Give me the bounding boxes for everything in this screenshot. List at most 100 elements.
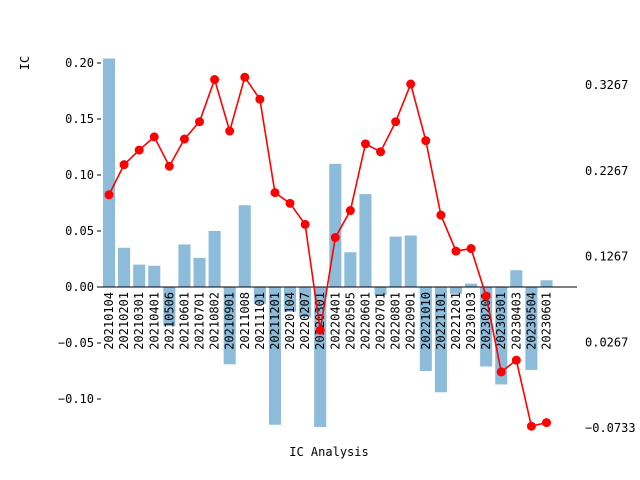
line-point bbox=[542, 418, 551, 428]
ic-bar bbox=[389, 236, 402, 287]
line-point bbox=[179, 134, 189, 144]
ic-bar bbox=[359, 194, 372, 287]
line-point bbox=[149, 132, 159, 142]
x-tick-label: 20210701 bbox=[193, 292, 207, 350]
x-tick-label: 20230103 bbox=[464, 292, 478, 350]
x-tick-label: 20211101 bbox=[253, 292, 267, 350]
x-tick-label: 20210401 bbox=[147, 292, 161, 350]
line-layer bbox=[108, 75, 547, 428]
ic-bar bbox=[314, 287, 327, 427]
ic-bar bbox=[193, 257, 206, 287]
ic-bar bbox=[404, 235, 417, 287]
line-point bbox=[330, 233, 340, 243]
x-tick-label: 20220901 bbox=[404, 292, 418, 350]
ic-bar bbox=[238, 205, 251, 287]
line-point bbox=[451, 246, 461, 256]
line-point bbox=[240, 72, 250, 82]
x-tick-label: 20230504 bbox=[524, 292, 538, 350]
x-tick-label: 20221101 bbox=[434, 292, 448, 350]
line-point bbox=[225, 126, 235, 136]
x-tick-label: 20220505 bbox=[343, 292, 357, 350]
line-point bbox=[466, 244, 476, 254]
x-tick-label: 20220701 bbox=[374, 292, 388, 350]
y-tick-labels: 0.20 0.15 0.10 0.05 0.00 −0.05 −0.10 bbox=[58, 56, 101, 406]
x-tick-label: 20220601 bbox=[358, 292, 372, 350]
y-tick-label: −0.05 bbox=[58, 336, 94, 350]
y-tick-label: 0.10 bbox=[65, 168, 94, 182]
x-tick-label: 20221201 bbox=[449, 292, 463, 350]
x-tick-label: 20210802 bbox=[208, 292, 222, 350]
ic-bar bbox=[208, 231, 221, 287]
ic-bar bbox=[253, 287, 266, 304]
line-point bbox=[300, 219, 310, 229]
ic-bar bbox=[102, 58, 116, 287]
line-point bbox=[360, 139, 370, 149]
line-point bbox=[436, 210, 446, 220]
ic-bar bbox=[223, 287, 236, 365]
line-point bbox=[345, 206, 355, 216]
line-point bbox=[104, 190, 114, 200]
ic-bar bbox=[374, 287, 387, 295]
ic-bar bbox=[344, 252, 357, 287]
line-point bbox=[376, 147, 386, 157]
line-point bbox=[210, 75, 220, 85]
line-point bbox=[195, 117, 205, 127]
ic-bar bbox=[133, 264, 146, 287]
x-tick-label: 20230601 bbox=[540, 292, 554, 350]
ic-bar bbox=[449, 287, 463, 294]
ic-bar bbox=[480, 287, 493, 367]
ic-bar bbox=[284, 287, 297, 312]
ic-bar bbox=[525, 287, 538, 370]
line-point bbox=[270, 188, 280, 198]
x-tick-label: 20230403 bbox=[509, 292, 523, 350]
line-point bbox=[526, 421, 536, 431]
line-point bbox=[315, 325, 325, 335]
line-point bbox=[119, 160, 129, 170]
ic-bar bbox=[465, 283, 478, 287]
y2-tick-label: 0.1267 bbox=[585, 250, 628, 264]
y-axis-label: IC bbox=[18, 56, 32, 70]
ic-bar bbox=[540, 280, 553, 287]
x-tick-label: 20220401 bbox=[328, 292, 342, 350]
x-tick-label: 20220207 bbox=[298, 292, 312, 350]
x-tick-label: 20210506 bbox=[162, 292, 176, 350]
y2-tick-label: 0.2267 bbox=[585, 164, 628, 178]
x-tick-label: 20230301 bbox=[494, 292, 508, 350]
line-points bbox=[104, 72, 551, 431]
line-point bbox=[134, 145, 144, 155]
x-tick-label: 20210201 bbox=[117, 292, 131, 350]
ic-bar bbox=[510, 270, 523, 287]
x-tick-label: 20210901 bbox=[223, 292, 237, 350]
y2-tick-label: 0.3267 bbox=[585, 78, 628, 92]
ic-bar bbox=[419, 287, 432, 371]
line-point bbox=[391, 117, 401, 127]
bars-layer bbox=[102, 58, 553, 427]
x-tick-label: 20220801 bbox=[389, 292, 403, 350]
x-tick-label: 20210601 bbox=[177, 292, 191, 350]
line-point bbox=[406, 79, 416, 89]
ic-bar bbox=[434, 287, 447, 393]
x-tick-label: 20211008 bbox=[238, 292, 252, 350]
x-tick-label: 20220104 bbox=[283, 292, 297, 350]
x-tick-label: 20230201 bbox=[479, 292, 493, 350]
line-point bbox=[255, 94, 265, 104]
ic-bar bbox=[148, 265, 161, 287]
line-point bbox=[481, 291, 491, 301]
x-tick-label: 20210301 bbox=[132, 292, 146, 350]
x-tick-label: 20221010 bbox=[419, 292, 433, 350]
ic-bar bbox=[299, 287, 312, 318]
y2-tick-label: −0.0733 bbox=[585, 421, 636, 435]
line-point bbox=[421, 136, 431, 146]
ic-bar bbox=[329, 163, 342, 287]
ic-bar bbox=[118, 247, 131, 287]
ic-bar bbox=[163, 287, 176, 327]
y-tick-label: 0.00 bbox=[65, 280, 94, 294]
x-tick-labels: 20210104 20210201 20210301 20210401 20210506… bbox=[102, 292, 554, 350]
y-tick-label: 0.15 bbox=[65, 112, 94, 126]
y-tick-label: 0.20 bbox=[65, 56, 94, 70]
line-point bbox=[496, 367, 506, 377]
y-tick-label: −0.10 bbox=[58, 392, 94, 406]
ic-bar bbox=[268, 287, 281, 425]
